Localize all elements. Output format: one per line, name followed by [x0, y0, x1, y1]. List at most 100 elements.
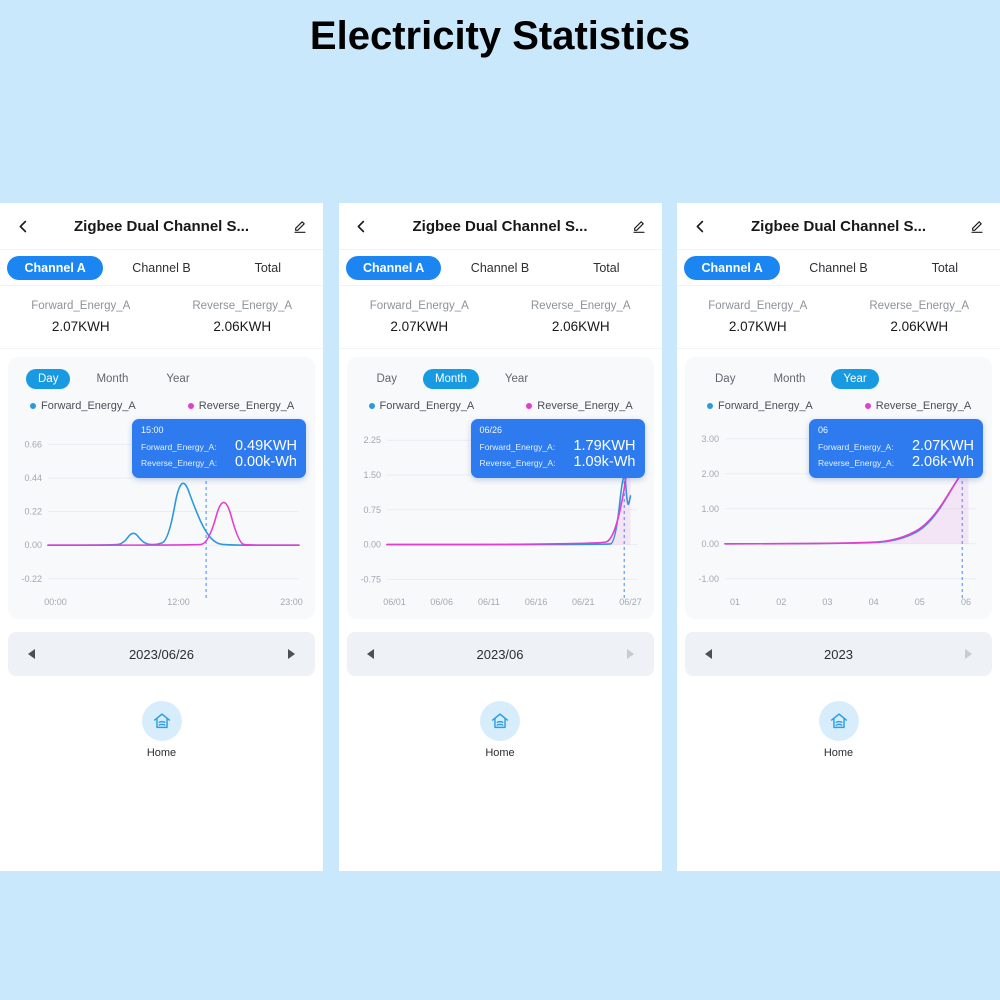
home-icon-circle — [141, 701, 182, 741]
back-button[interactable] — [352, 216, 372, 236]
svg-text:03: 03 — [822, 597, 832, 607]
svg-text:0.44: 0.44 — [24, 473, 42, 483]
energy-line-chart[interactable]: 3.00 2.00 1.00 0.00 -1.00 01 02 03 04 05 06 — [691, 415, 986, 611]
date-navigator: 2023 — [685, 632, 992, 676]
tab-label: Channel B — [470, 260, 530, 275]
home-icon — [830, 713, 847, 729]
svg-text:-0.75: -0.75 — [360, 574, 381, 584]
back-button[interactable] — [690, 216, 710, 236]
svg-text:05: 05 — [915, 597, 925, 607]
tab-label: Total — [254, 260, 282, 275]
app-header: Zigbee Dual Channel S... — [677, 203, 1000, 249]
legend-forward-energy: Forward_Energy_A — [707, 400, 813, 412]
tab-label: Channel A — [345, 255, 442, 280]
home-icon — [153, 713, 170, 729]
tab-channel-b[interactable]: Channel B — [447, 256, 553, 280]
energy-line-chart[interactable]: 0.66 0.44 0.22 0.00 -0.22 00:00 12:00 23:00 — [14, 415, 309, 611]
svg-text:06/21: 06/21 — [572, 597, 595, 607]
prev-period-button[interactable] — [366, 649, 374, 659]
tab-label: Total — [593, 260, 620, 275]
edit-button[interactable] — [290, 216, 310, 236]
prev-period-button[interactable] — [28, 649, 35, 659]
stat-value: 2.06KWH — [213, 319, 272, 334]
legend-reverse-energy: Reverse_Energy_A — [526, 400, 633, 412]
period-year-button[interactable]: Year — [504, 373, 529, 385]
tab-channel-a[interactable]: Channel A — [679, 255, 785, 280]
svg-text:06/01: 06/01 — [383, 597, 406, 607]
date-navigator: 2023/06/26 — [8, 632, 315, 676]
svg-text:06/06: 06/06 — [430, 597, 453, 607]
prev-period-button[interactable] — [705, 649, 712, 659]
period-year-button[interactable]: Year — [831, 369, 879, 389]
next-period-button[interactable] — [964, 649, 972, 659]
tab-channel-b[interactable]: Channel B — [108, 256, 214, 280]
stat-label: Reverse_Energy_A — [869, 300, 970, 312]
home-button[interactable]: Home — [470, 701, 530, 759]
tab-total[interactable]: Total — [553, 256, 659, 280]
period-month-button[interactable]: Month — [96, 373, 129, 385]
period-year-button[interactable]: Year — [166, 373, 190, 385]
tab-total[interactable]: Total — [215, 256, 321, 280]
tab-total[interactable]: Total — [892, 256, 998, 280]
svg-text:02: 02 — [776, 597, 786, 607]
svg-text:06/27: 06/27 — [619, 597, 642, 607]
chart-area: 0.66 0.44 0.22 0.00 -0.22 00:00 12:00 23:00 15:… — [14, 415, 309, 611]
back-chevron-icon — [696, 220, 703, 232]
phone-panel: Zigbee Dual Channel S... Channel A Chann… — [677, 203, 1000, 871]
tab-channel-b[interactable]: Channel B — [785, 256, 891, 280]
device-title: Zigbee Dual Channel S... — [750, 217, 927, 235]
home-icon-circle — [480, 701, 520, 741]
energy-line-chart[interactable]: 2.25 1.50 0.75 0.00 -0.75 06/01 06/06 06/11 06/1… — [353, 415, 648, 611]
back-button[interactable] — [13, 216, 33, 236]
svg-text:-0.22: -0.22 — [21, 574, 42, 584]
next-period-button[interactable] — [626, 649, 634, 659]
date-navigator: 2023/06 — [346, 632, 654, 676]
phone-panel: Zigbee Dual Channel S... Channel A Chann… — [0, 203, 323, 871]
svg-text:12:00: 12:00 — [167, 597, 190, 607]
channel-tabbar: Channel A Channel B Total — [338, 249, 662, 286]
svg-text:0.00: 0.00 — [363, 540, 381, 550]
svg-text:1.00: 1.00 — [701, 504, 719, 514]
pencil-icon — [632, 221, 645, 233]
chart-card: Day Month Year Forward_Energy_A Reverse_… — [346, 357, 654, 619]
period-month-button[interactable]: Month — [422, 369, 479, 389]
edit-button[interactable] — [967, 216, 987, 236]
stat-label: Reverse_Energy_A — [192, 300, 293, 312]
device-title: Zigbee Dual Channel S... — [412, 217, 588, 235]
stat-label: Forward_Energy_A — [708, 300, 808, 312]
tab-channel-a[interactable]: Channel A — [2, 255, 108, 280]
period-day-button[interactable]: Day — [376, 373, 397, 385]
svg-text:0.75: 0.75 — [363, 505, 381, 515]
tab-channel-a[interactable]: Channel A — [341, 255, 447, 280]
stat-value: 2.06KWH — [890, 319, 949, 334]
page-title: Electricity Statistics — [309, 14, 691, 58]
stat-value: 2.07KWH — [728, 319, 787, 334]
tab-label: Channel A — [684, 255, 780, 280]
chart-legend: Forward_Energy_A Reverse_Energy_A — [691, 400, 986, 412]
period-day-button[interactable]: Day — [715, 373, 736, 385]
tab-label: Channel B — [132, 260, 191, 275]
forward-legend-dot-icon — [707, 403, 713, 409]
stat-value: 2.07KWH — [390, 319, 449, 334]
forward-energy-stat: Forward_Energy_A 2.07KWH — [0, 286, 162, 348]
edit-button[interactable] — [629, 216, 649, 236]
stat-label: Reverse_Energy_A — [530, 300, 631, 312]
pencil-icon — [294, 221, 306, 233]
chart-card: Day Month Year Forward_Energy_A Reverse_… — [8, 357, 315, 619]
svg-text:06: 06 — [961, 597, 971, 607]
home-button[interactable]: Home — [132, 701, 192, 759]
energy-stats: Forward_Energy_A 2.07KWH Reverse_Energy_… — [677, 286, 1000, 349]
reverse-energy-stat: Reverse_Energy_A 2.06KWH — [500, 286, 662, 348]
period-month-button[interactable]: Month — [773, 373, 806, 385]
pencil-icon — [971, 221, 983, 233]
svg-text:0.00: 0.00 — [24, 540, 42, 550]
legend-label: Reverse_Energy_A — [875, 400, 972, 412]
home-icon — [491, 713, 509, 729]
back-chevron-icon — [19, 220, 26, 232]
chart-card: Day Month Year Forward_Energy_A Reverse_… — [685, 357, 992, 619]
home-button[interactable]: Home — [809, 701, 869, 759]
legend-forward-energy: Forward_Energy_A — [368, 400, 474, 412]
next-period-button[interactable] — [287, 649, 295, 659]
period-day-button[interactable]: Day — [26, 369, 71, 389]
date-label: 2023/06/26 — [128, 646, 195, 662]
